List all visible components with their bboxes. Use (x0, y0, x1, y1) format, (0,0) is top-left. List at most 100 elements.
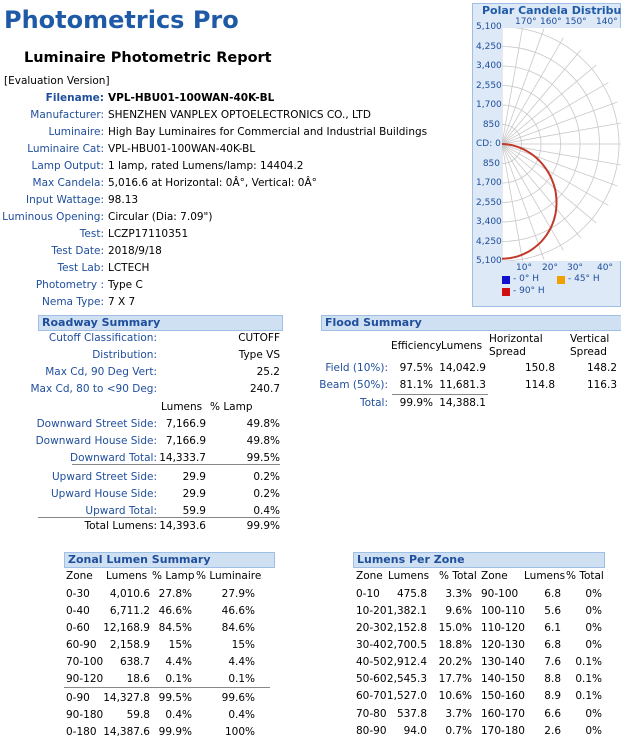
roadway-value: CUTOFF (238, 332, 280, 344)
per-zone-cell: 20-30 (356, 622, 387, 634)
zonal-cell: 15% (168, 639, 192, 651)
flood-hspread: 150.8 (524, 362, 555, 374)
candela-curve (502, 143, 558, 260)
flood-col-efficiency: Efficiency (391, 340, 442, 352)
per-zone-cell: 0% (585, 605, 602, 617)
per-zone-cell: 0.1% (575, 656, 602, 668)
roadway-total-label: Total Lumens: (84, 520, 157, 532)
info-value: LCTECH (108, 262, 150, 274)
legend-swatch (502, 288, 510, 296)
info-value: 2018/9/18 (108, 245, 162, 257)
polar-grid-spoke (502, 64, 597, 145)
zonal-cell: 60-90 (66, 639, 97, 651)
roadway-lumens: 7,166.9 (165, 418, 206, 430)
info-value: 7 X 7 (108, 296, 136, 308)
polar-scale-label: 1,700 (476, 100, 502, 110)
roadway-lumens: 29.9 (182, 471, 206, 483)
info-label: Luminaire: (48, 126, 104, 138)
per-zone-cell: 2,912.4 (386, 656, 427, 668)
zonal-divider (64, 687, 270, 688)
per-zone-cell: 0.1% (575, 690, 602, 702)
zonal-cell: 0.1% (165, 673, 192, 685)
polar-scale-label: 5,100 (476, 22, 502, 32)
roadway-lumen-label: Downward House Side: (35, 435, 157, 447)
polar-scale-label: 850 (482, 119, 500, 130)
info-value: 1 lamp, rated Lumens/lamp: 14404.2 (108, 160, 304, 172)
flood-lumens: 11,681.3 (439, 379, 486, 391)
roadway-total-pct: 99.9% (246, 520, 280, 532)
per-zone-cell: 6.6 (544, 708, 561, 720)
per-zone-cell: 130-140 (481, 656, 525, 668)
zonal-lumen-summary-header: Zonal Lumen Summary (64, 552, 275, 568)
polar-bottom-angle: 30° (567, 263, 583, 273)
per-zone-cell: 60-70 (356, 690, 387, 702)
per-zone-cell: 15.0% (438, 622, 472, 634)
per-zone-col-header: Lumens (524, 570, 566, 582)
flood-vspread: 116.3 (586, 379, 617, 391)
zonal-cell: 4.4% (165, 656, 192, 668)
flood-efficiency: 97.5% (399, 362, 433, 374)
roadway-pct: 49.8% (246, 435, 280, 447)
roadway-lumen-label: Downward Street Side: (36, 418, 157, 430)
zonal-cell: 84.6% (221, 622, 255, 634)
per-zone-cell: 5.6 (544, 605, 561, 617)
polar-grid-spoke (502, 101, 618, 145)
zonal-cell: 46.6% (158, 605, 192, 617)
zonal-cell: 27.9% (221, 588, 255, 600)
evaluation-note: [Evaluation Version] (4, 75, 110, 87)
polar-candela-chart (502, 28, 621, 261)
roadway-pct: 0.2% (253, 471, 280, 483)
zonal-cell: 14,387.6 (103, 726, 150, 738)
roadway-lumens: 29.9 (182, 488, 206, 500)
per-zone-cell: 170-180 (481, 725, 525, 737)
polar-grid-spoke (502, 143, 545, 260)
per-zone-cell: 537.8 (396, 708, 427, 720)
info-value: LCZP17110351 (108, 228, 189, 240)
polar-grid-spoke (502, 28, 523, 145)
per-zone-cell: 3.3% (445, 588, 472, 600)
roadway-value: Type VS (238, 349, 280, 361)
info-label: Manufacturer: (30, 109, 104, 121)
zonal-col-header: % Lamp (152, 570, 195, 582)
roadway-label: Cutoff Classification: (48, 332, 157, 344)
roadway-lumen-label: Upward Total: (85, 505, 157, 517)
per-zone-cell: 2,700.5 (386, 639, 427, 651)
roadway-summary-header: Roadway Summary (38, 315, 283, 331)
roadway-lumen-label: Upward Street Side: (52, 471, 157, 483)
zonal-cell: 100% (224, 726, 255, 738)
polar-scale-label: 4,250 (476, 236, 502, 247)
polar-grid-spoke (502, 143, 621, 166)
info-label: Nema Type: (42, 296, 104, 308)
info-label: Test Date: (51, 245, 104, 257)
roadway-divider (72, 464, 280, 465)
polar-top-angle: 160° (540, 17, 562, 27)
roadway-lumen-label: Downward Total: (70, 452, 157, 464)
roadway-total-lumens: 14,393.6 (159, 520, 206, 532)
zonal-cell: 638.7 (119, 656, 150, 668)
per-zone-cell: 40-50 (356, 656, 387, 668)
polar-bottom-angle: 20° (542, 263, 558, 273)
per-zone-cell: 2.6 (544, 725, 561, 737)
per-zone-cell: 120-130 (481, 639, 525, 651)
per-zone-cell: 94.0 (403, 725, 427, 737)
roadway-lumen-label: Upward House Side: (51, 488, 157, 500)
per-zone-cell: 0% (585, 708, 602, 720)
flood-summary-header: Flood Summary (321, 315, 621, 331)
app-title: Photometrics Pro (4, 6, 239, 34)
polar-grid-spoke (502, 143, 597, 224)
zonal-cell: 4,010.6 (109, 588, 150, 600)
flood-efficiency: 81.1% (399, 379, 433, 391)
roadway-label: Max Cd, 80 to <90 Deg: (30, 383, 157, 395)
zonal-cell: 0-90 (66, 692, 90, 704)
flood-row-label: Beam (50%): (319, 379, 388, 391)
lumens-per-zone-header: Lumens Per Zone (353, 552, 605, 568)
flood-total-label: Total: (359, 397, 388, 409)
flood-total-lumens: 14,388.1 (439, 397, 486, 409)
zonal-cell: 90-120 (66, 673, 104, 685)
flood-col-vspread: Vertical Spread (570, 333, 610, 358)
info-label: Test: (79, 228, 104, 240)
per-zone-col-header: Lumens (388, 570, 430, 582)
polar-scale-label: 2,550 (476, 197, 502, 208)
zonal-col-header: Zone (66, 570, 93, 582)
zonal-cell: 84.5% (158, 622, 192, 634)
